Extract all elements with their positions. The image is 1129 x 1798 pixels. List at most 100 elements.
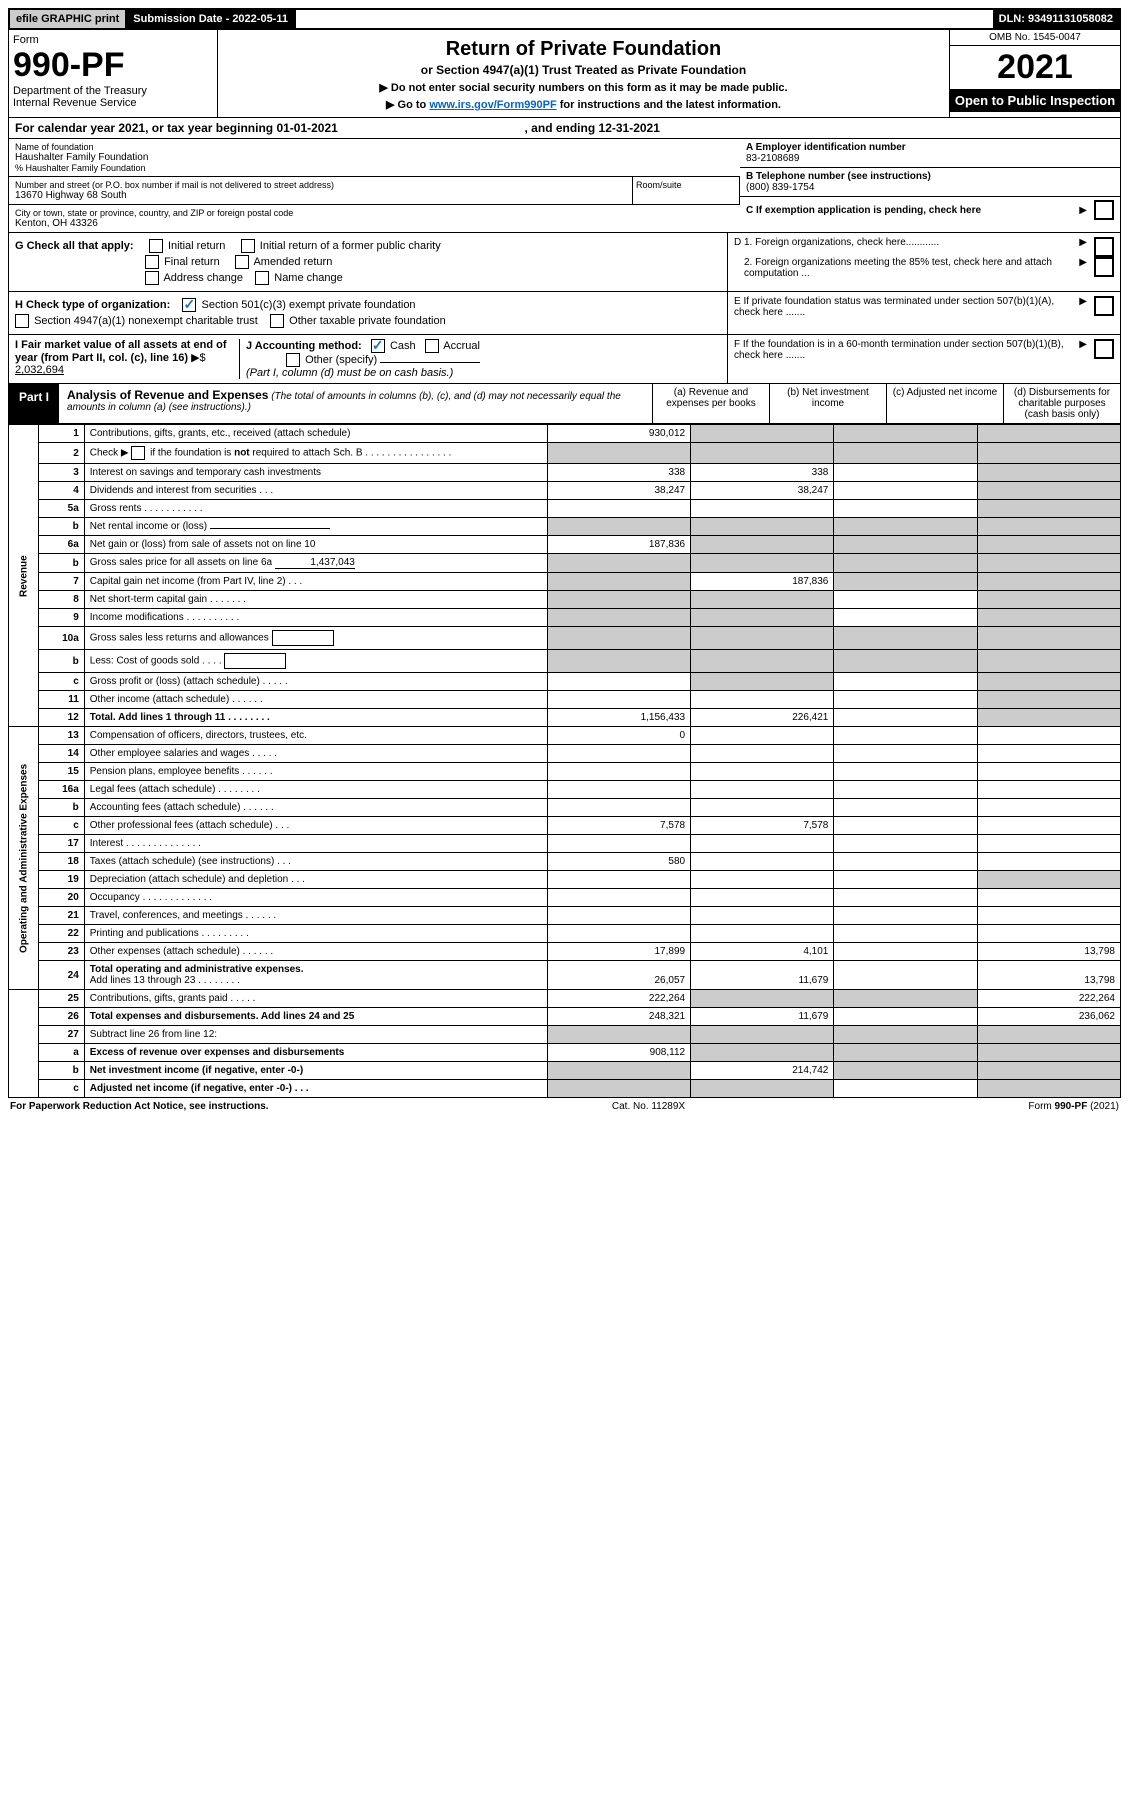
line-num: 27 [38,1026,84,1044]
cb-4947[interactable] [15,314,29,328]
line-desc: Net investment income (if negative, ente… [84,1062,547,1080]
l10a-label: Gross sales less returns and allowances [90,633,269,644]
line-desc: Total expenses and disbursements. Add li… [84,1008,547,1026]
table-row: 17 Interest . . . . . . . . . . . . . . [9,835,1121,853]
amt-d [977,727,1120,745]
line-desc: Total operating and administrative expen… [84,961,547,990]
amt-b [691,425,834,443]
cb-sch-b[interactable] [131,446,145,460]
amt-d [977,627,1120,650]
amt-a [547,1026,690,1044]
cb-address-change[interactable] [145,271,159,285]
header-left: Form 990-PF Department of the Treasury I… [9,30,218,117]
amt-c [834,518,977,536]
amt-c [834,990,977,1008]
efile-print[interactable]: efile GRAPHIC print [10,10,127,28]
amt-c [834,1062,977,1080]
cb-foreign-85[interactable] [1094,257,1114,277]
amt-a [547,591,690,609]
amt-d [977,673,1120,691]
room-suite: Room/suite [632,177,740,204]
table-row: 23 Other expenses (attach schedule) . . … [9,943,1121,961]
cb-terminated[interactable] [1094,296,1114,316]
amt-c [834,925,977,943]
col-b-header: (b) Net investment income [769,384,886,423]
form-link[interactable]: www.irs.gov/Form990PF [429,99,556,111]
g1-label: Initial return [168,240,225,252]
line-num: 7 [38,573,84,591]
col-d-header: (d) Disbursements for charitable purpose… [1003,384,1120,423]
amt-a: 908,112 [547,1044,690,1062]
amt-d [977,853,1120,871]
city-state-zip: Kenton, OH 43326 [15,218,734,229]
table-row: b Gross sales price for all assets on li… [9,554,1121,573]
cb-cash[interactable] [371,339,385,353]
amt-d [977,554,1120,573]
amt-a [547,781,690,799]
cb-initial-return[interactable] [149,239,163,253]
cb-other-taxable[interactable] [270,314,284,328]
table-row: 8 Net short-term capital gain . . . . . … [9,591,1121,609]
amt-b [691,1080,834,1098]
revenue-label: Revenue [9,425,39,727]
line-desc: Taxes (attach schedule) (see instruction… [84,853,547,871]
cb-other-method[interactable] [286,353,300,367]
amt-c [834,573,977,591]
cb-initial-former[interactable] [241,239,255,253]
amt-c [834,871,977,889]
part-title: Analysis of Revenue and Expenses [67,388,268,402]
cb-501c3[interactable] [182,298,196,312]
table-row: 11 Other income (attach schedule) . . . … [9,691,1121,709]
amt-d [977,835,1120,853]
l10b-label: Less: Cost of goods sold . . . . [90,656,222,667]
arrow-icon: ▶ [1079,339,1087,379]
part-description: Analysis of Revenue and Expenses (The to… [59,384,652,423]
line-num: 10a [38,627,84,650]
amt-a [547,573,690,591]
amt-a: 338 [547,464,690,482]
amt-c [834,853,977,871]
j2-label: Accrual [443,340,480,352]
cb-accrual[interactable] [425,339,439,353]
line-num: 17 [38,835,84,853]
amt-c [834,650,977,673]
line-desc: Legal fees (attach schedule) . . . . . .… [84,781,547,799]
g4-label: Amended return [253,256,332,268]
table-row: 2 Check ▶ if the foundation is not requi… [9,443,1121,464]
table-row: 26 Total expenses and disbursements. Add… [9,1008,1121,1026]
cb-amended-return[interactable] [235,255,249,269]
line-desc: Excess of revenue over expenses and disb… [84,1044,547,1062]
amt-b [691,591,834,609]
line-desc: Gross sales price for all assets on line… [84,554,547,573]
amt-b [691,990,834,1008]
cb-60month[interactable] [1094,339,1114,359]
j3-label: Other (specify) [305,354,377,366]
amt-a [547,745,690,763]
cb-name-change[interactable] [255,271,269,285]
fmv-value: 2,032,694 [15,364,64,376]
line-desc: Travel, conferences, and meetings . . . … [84,907,547,925]
amt-b [691,609,834,627]
line-num: 12 [38,709,84,727]
e-label: E If private foundation status was termi… [734,296,1076,330]
line-num: 21 [38,907,84,925]
line-desc: Less: Cost of goods sold . . . . [84,650,547,673]
amt-c [834,609,977,627]
amt-b [691,554,834,573]
exemption-checkbox[interactable] [1094,200,1114,220]
cb-final-return[interactable] [145,255,159,269]
h3-label: Other taxable private foundation [289,315,446,327]
cb-foreign-org[interactable] [1094,237,1114,257]
amt-a: 222,264 [547,990,690,1008]
line-desc: Other income (attach schedule) . . . . .… [84,691,547,709]
amt-a [547,1080,690,1098]
table-row: 12 Total. Add lines 1 through 11 . . . .… [9,709,1121,727]
line-desc: Gross rents . . . . . . . . . . . [84,500,547,518]
amt-c [834,889,977,907]
l6b-val: 1,437,043 [275,557,355,569]
amt-d [977,745,1120,763]
amt-d [977,889,1120,907]
amt-d [977,443,1120,464]
amt-b: 187,836 [691,573,834,591]
open-public: Open to Public Inspection [950,89,1120,112]
